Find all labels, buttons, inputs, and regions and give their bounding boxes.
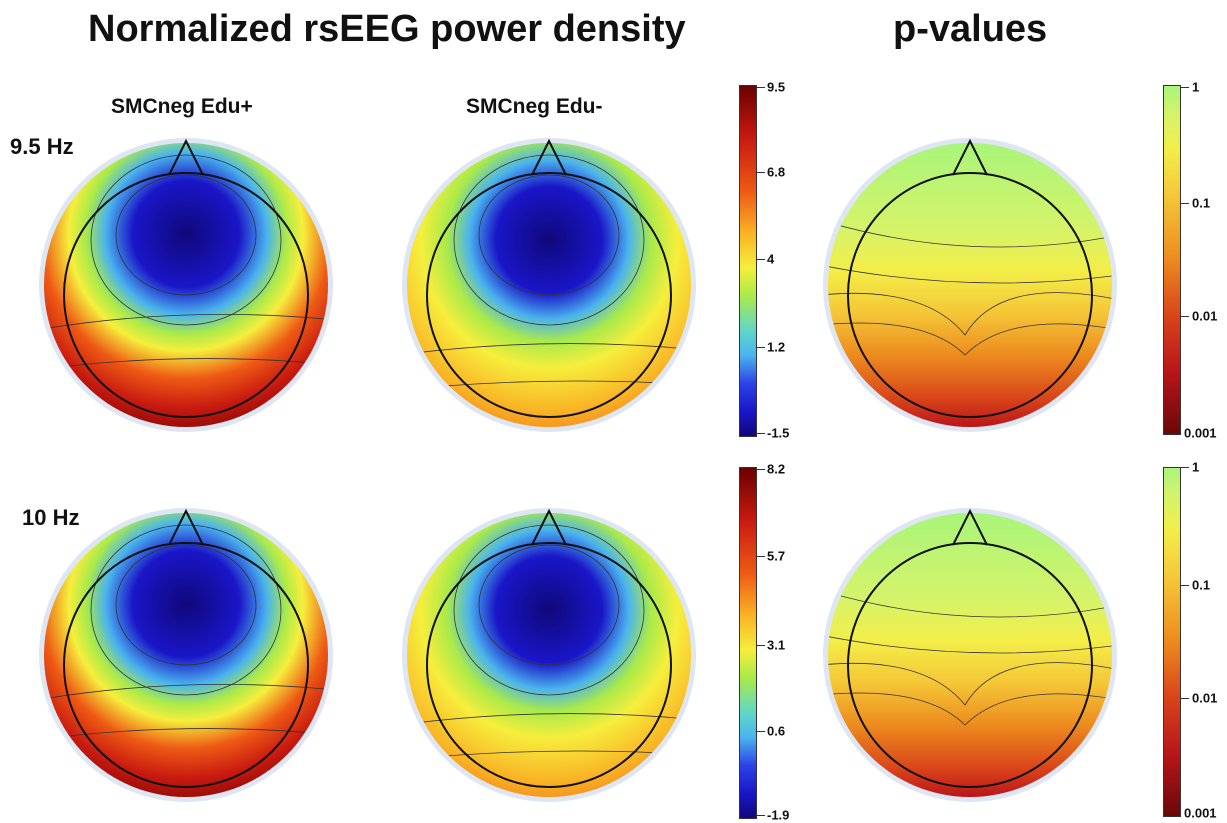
column-label-edu-minus: SMCneg Edu- (466, 95, 603, 118)
pvalue-scale-label: 0.01 (1192, 690, 1218, 706)
topomap-power-edu-plus-10hz (39, 508, 333, 802)
topomap-power-edu-plus-9-5hz (39, 138, 333, 432)
power-scale-label: 5.7 (767, 548, 786, 564)
tick (757, 433, 765, 434)
power-colorbar-10hz (739, 467, 757, 819)
pvalue-scale-label: 0.01 (1192, 308, 1218, 324)
pvalue-scale-label: 1 (1192, 459, 1200, 475)
tick (1181, 698, 1189, 699)
topomap-pvalues-10hz (823, 508, 1117, 802)
row-label-10hz: 10 Hz (22, 505, 80, 530)
pvalue-scale-label: 0.001 (1184, 425, 1217, 441)
power-scale-label: 9.5 (767, 79, 786, 95)
power-scale-label: 3.1 (767, 637, 786, 653)
tick (1181, 585, 1189, 586)
main-title-pvalues: p-values (893, 8, 1048, 50)
tick (757, 347, 765, 348)
pvalue-colorbar-9-5hz (1163, 85, 1181, 435)
power-scale-label: 6.8 (767, 164, 786, 180)
power-scale-label: 1.2 (767, 339, 786, 355)
tick (1181, 203, 1189, 204)
power-scale-label: -1.9 (767, 807, 790, 823)
tick (757, 172, 765, 173)
topomap-power-edu-minus-9-5hz (402, 138, 696, 432)
row-label-9-5hz: 9.5 Hz (10, 134, 74, 159)
pvalue-scale-label: 1 (1192, 79, 1200, 95)
tick (1181, 467, 1189, 468)
power-scale-label: 0.6 (767, 723, 786, 739)
topomap-pvalues-9-5hz (823, 138, 1117, 432)
pvalue-scale-label: 0.1 (1192, 195, 1211, 211)
column-label-edu-plus: SMCneg Edu+ (111, 95, 253, 118)
tick (757, 87, 765, 88)
tick (1181, 87, 1189, 88)
pvalue-colorbar-10hz (1163, 467, 1181, 817)
tick (1181, 316, 1189, 317)
power-scale-label: -1.5 (767, 425, 790, 441)
tick (757, 556, 765, 557)
tick (757, 815, 765, 816)
tick (757, 259, 765, 260)
power-scale-label: 8.2 (767, 461, 786, 477)
topomap-power-edu-minus-10hz (402, 508, 696, 802)
main-title-power: Normalized rsEEG power density (88, 8, 686, 50)
tick (757, 469, 765, 470)
tick (757, 645, 765, 646)
power-colorbar-9-5hz (739, 85, 757, 437)
pvalue-scale-label: 0.001 (1184, 805, 1217, 821)
pvalue-scale-label: 0.1 (1192, 577, 1211, 593)
power-scale-label: 4 (767, 251, 775, 267)
tick (757, 731, 765, 732)
